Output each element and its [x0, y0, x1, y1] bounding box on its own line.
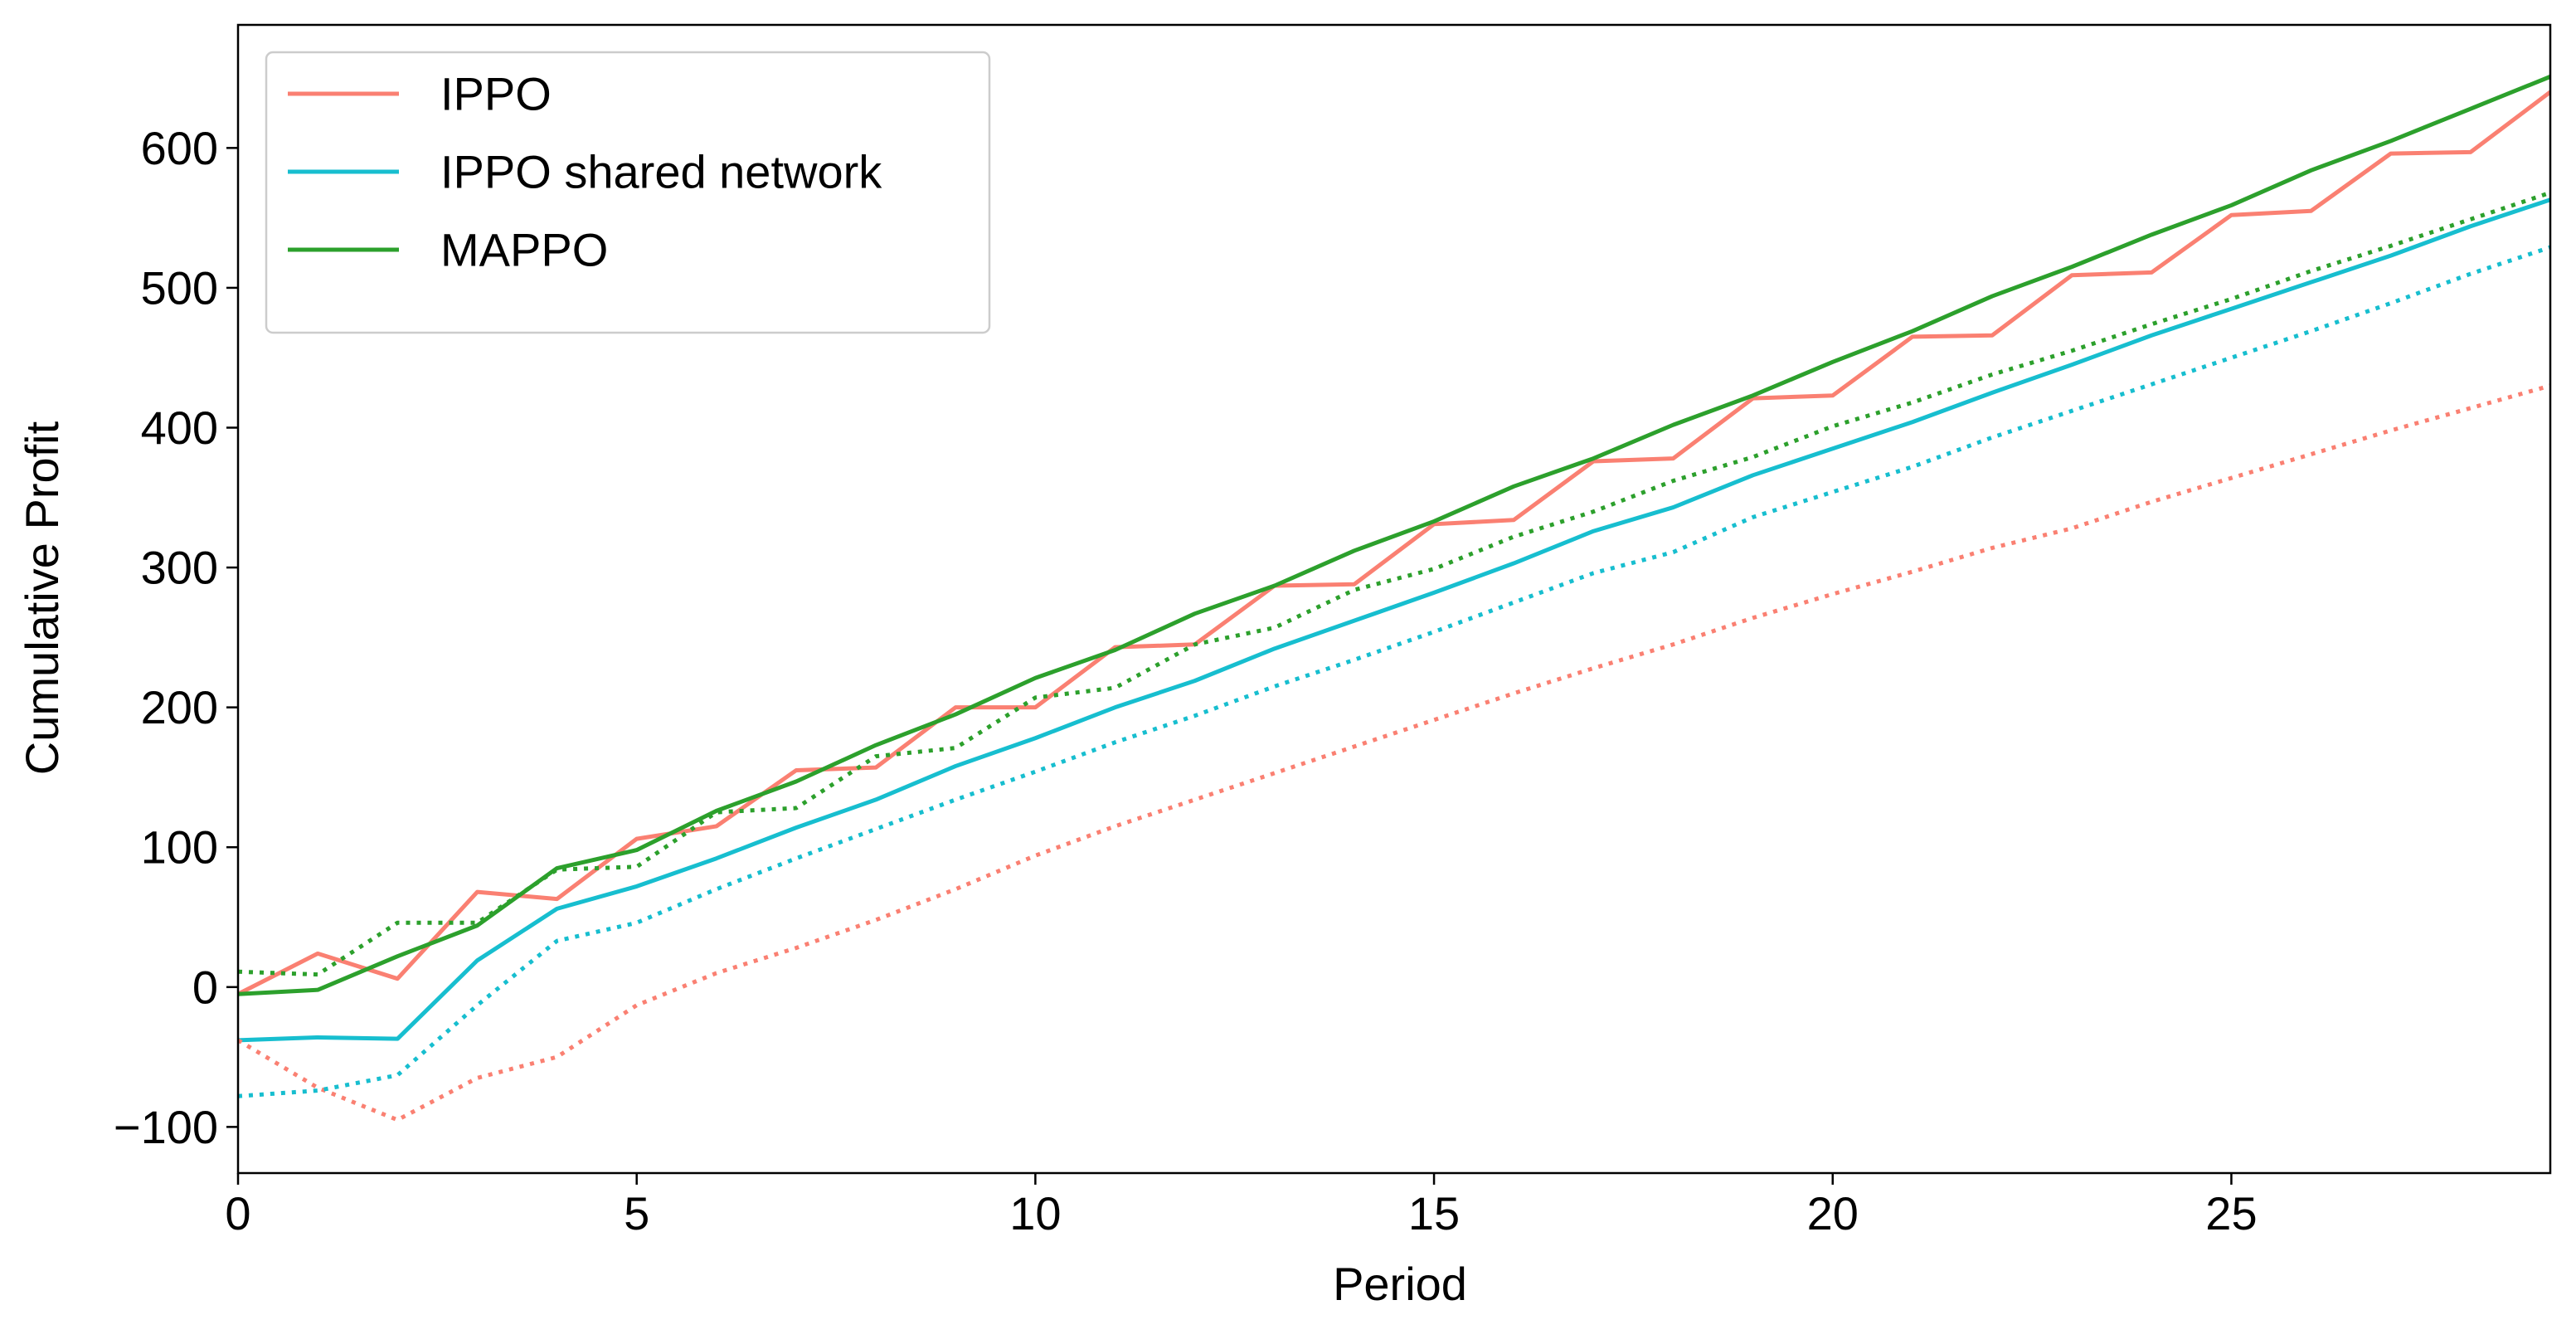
legend-label: MAPPO — [440, 224, 608, 276]
series-line — [238, 75, 2550, 996]
x-tick-label: 20 — [1807, 1187, 1859, 1239]
x-axis-title: Period — [1333, 1258, 1467, 1310]
series-line — [238, 197, 2550, 1043]
y-tick-label: 600 — [141, 122, 218, 174]
series-line — [238, 245, 2550, 1098]
y-tick-label: 300 — [141, 542, 218, 594]
legend-label: IPPO — [440, 68, 552, 120]
series-line — [238, 190, 2550, 977]
y-tick-label: 400 — [141, 402, 218, 454]
legend-box — [265, 51, 991, 334]
series-line — [238, 383, 2550, 1122]
legend-label: IPPO shared network — [440, 146, 882, 198]
y-tick-label: 200 — [141, 681, 218, 733]
x-tick-label: 25 — [2205, 1187, 2257, 1239]
y-tick-label: 500 — [141, 261, 218, 314]
plot-frame — [236, 23, 2552, 1175]
y-axis-title: Cumulative Profit — [16, 421, 68, 775]
x-tick-label: 0 — [225, 1187, 250, 1239]
series-line — [238, 90, 2550, 996]
x-tick-label: 15 — [1408, 1187, 1460, 1239]
y-tick-label: 0 — [192, 961, 218, 1013]
y-tick-label: −100 — [114, 1101, 218, 1153]
x-tick-label: 10 — [1009, 1187, 1061, 1239]
y-tick-label: 100 — [141, 821, 218, 874]
x-tick-label: 5 — [624, 1187, 649, 1239]
